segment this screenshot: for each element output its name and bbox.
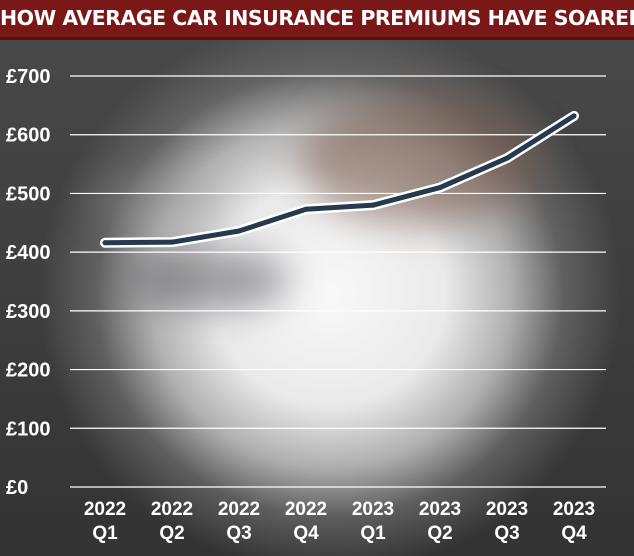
y-tick-label: £700 [6, 66, 51, 88]
data-point [102, 240, 108, 246]
title-bar: HOW AVERAGE CAR INSURANCE PREMIUMS HAVE … [0, 0, 634, 40]
x-tick-label: 2023 Q2 [419, 499, 461, 544]
x-tick-quarter: Q2 [427, 523, 452, 544]
data-point [504, 155, 510, 161]
y-axis-ticks: £0 £100 £200 £300 £400 £500 £600 £700 [6, 66, 51, 499]
x-tick-quarter: Q1 [360, 523, 386, 544]
y-tick-label: £300 [6, 301, 51, 323]
data-point [437, 185, 443, 191]
y-tick-label: £400 [6, 242, 51, 264]
x-tick-quarter: Q4 [561, 523, 587, 544]
x-tick-label: 2022 Q3 [218, 499, 260, 544]
data-point [236, 228, 242, 234]
y-tick-label: £100 [6, 418, 51, 440]
y-tick-label: £0 [6, 477, 28, 499]
x-tick-label: 2022 Q1 [84, 499, 126, 544]
data-point [303, 206, 309, 212]
x-tick-quarter: Q3 [494, 523, 519, 544]
x-tick-year: 2022 [285, 499, 327, 520]
x-tick-label: 2022 Q4 [285, 499, 327, 544]
x-tick-label: 2022 Q2 [151, 499, 193, 544]
premium-series [100, 110, 579, 248]
x-tick-year: 2023 [553, 499, 595, 520]
x-tick-quarter: Q4 [293, 523, 319, 544]
x-tick-label: 2023 Q4 [553, 499, 595, 544]
x-tick-year: 2022 [151, 499, 193, 520]
x-tick-quarter: Q2 [159, 523, 184, 544]
x-tick-year: 2023 [486, 499, 528, 520]
data-point [571, 113, 577, 119]
x-tick-year: 2022 [218, 499, 260, 520]
x-tick-label: 2023 Q3 [486, 499, 528, 544]
y-tick-label: £200 [6, 360, 51, 382]
data-point [169, 239, 175, 245]
gridlines [70, 75, 606, 488]
x-tick-quarter: Q1 [92, 523, 118, 544]
series-line [102, 113, 577, 246]
y-tick-label: £500 [6, 183, 51, 205]
x-tick-quarter: Q3 [226, 523, 251, 544]
x-tick-year: 2023 [352, 499, 394, 520]
chart-title: HOW AVERAGE CAR INSURANCE PREMIUMS HAVE … [0, 6, 634, 30]
x-tick-year: 2022 [84, 499, 126, 520]
y-tick-label: £600 [6, 125, 51, 147]
data-point [370, 202, 376, 208]
x-tick-year: 2023 [419, 499, 461, 520]
x-tick-label: 2023 Q1 [352, 499, 394, 544]
